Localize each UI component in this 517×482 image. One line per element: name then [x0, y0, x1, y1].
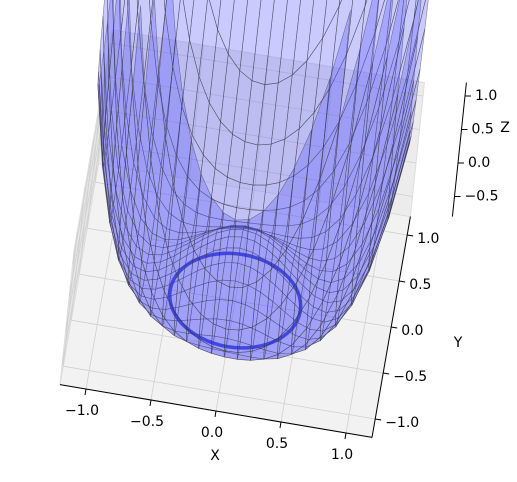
surface [97, 0, 429, 361]
surface-patch [223, 328, 240, 353]
grid-line [65, 110, 105, 332]
x-axis-label: X [210, 448, 220, 464]
z-tick-label: 0.5 [472, 122, 494, 138]
surface-patch [338, 0, 342, 7]
x-tick [84, 388, 87, 396]
grid-line [79, 273, 392, 328]
y-tick [407, 234, 414, 237]
floor-contour [167, 251, 303, 350]
x-tick [214, 410, 217, 418]
axes: −1.0 −0.5 0.0 0.5 1.0 −1.0 −0.5 0.0 0.5 1.0 −0.5 0.… [59, 82, 499, 463]
z-tick-label: 0.0 [468, 155, 490, 171]
grid-line [189, 45, 204, 180]
y-tick-label: 1.0 [417, 231, 439, 247]
y-tick [383, 372, 390, 375]
floor-contours [167, 251, 303, 350]
x-tick-label: 1.0 [331, 447, 353, 463]
grid-line [95, 181, 408, 236]
y-tick [399, 280, 406, 283]
grid-line [319, 67, 334, 202]
y-tick [391, 326, 398, 329]
x-tick-label: 0.5 [266, 436, 288, 452]
z-axis-line [451, 82, 467, 217]
x-tick-label: 0.0 [201, 425, 223, 441]
z-axis-label: Z [500, 120, 510, 136]
z-tick-label: 1.0 [475, 88, 497, 104]
surface-patch [236, 351, 251, 361]
y-tick-label: −1.0 [385, 415, 419, 431]
x-tick-label: −0.5 [130, 414, 164, 430]
surface-patch [236, 326, 253, 353]
y-tick-label: −0.5 [393, 369, 427, 385]
x-tick [344, 432, 347, 440]
y-axis-line [371, 216, 411, 438]
x-axis-line [59, 384, 373, 438]
y-tick-label: 0.5 [409, 277, 431, 293]
surface-patch [364, 0, 394, 146]
grid-line [61, 143, 101, 365]
grid-line [110, 42, 424, 97]
grid-line [63, 365, 376, 420]
x-tick [149, 399, 152, 407]
surface-patch [320, 10, 351, 179]
surface-patch [393, 0, 422, 144]
y-axis-label: Y [453, 335, 463, 351]
surface-patch [350, 0, 380, 144]
y-tick [375, 418, 382, 421]
grid-line [107, 76, 420, 130]
x-tick [279, 421, 282, 429]
surface-patch [380, 0, 408, 130]
x-tick-label: −1.0 [65, 403, 99, 419]
y-tick-label: 0.0 [401, 323, 423, 339]
grid-line [254, 56, 269, 191]
z-tick-label: −0.5 [465, 189, 499, 205]
